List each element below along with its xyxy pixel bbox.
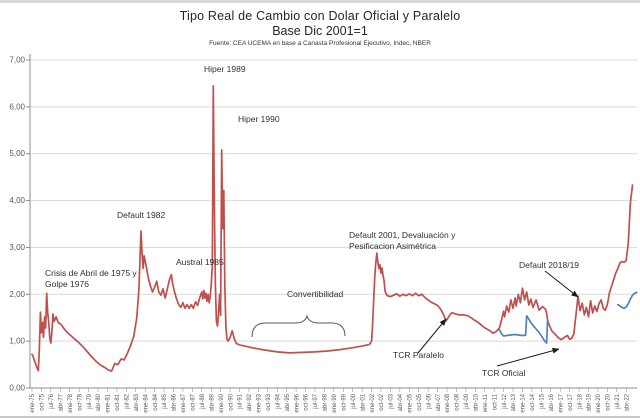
svg-text:oct-08: oct-08 — [455, 393, 461, 410]
chart-title: Tipo Real de Cambio con Dolar Oficial y … — [179, 9, 461, 23]
svg-text:abr-01: abr-01 — [360, 393, 366, 411]
svg-text:6,00: 6,00 — [9, 102, 25, 111]
annotation-tcr-paralelo: TCR Paralelo — [393, 350, 445, 360]
svg-text:jul-79: jul-79 — [87, 393, 93, 409]
svg-text:ene-78: ene-78 — [68, 393, 74, 412]
annotation-convertibilidad: Convertibilidad — [287, 289, 344, 299]
svg-text:jul-97: jul-97 — [313, 393, 319, 409]
svg-text:abr-80: abr-80 — [96, 393, 102, 411]
annotation-austral-1985: Austral 1985 — [176, 257, 224, 267]
svg-text:abr-07: abr-07 — [436, 393, 442, 411]
svg-text:abr-04: abr-04 — [398, 393, 404, 411]
tcr-paralelo-arrow — [417, 318, 447, 354]
svg-text:oct-20: oct-20 — [606, 393, 612, 410]
svg-text:abr-13: abr-13 — [511, 393, 517, 411]
annotation-hiper-1989: Hiper 1989 — [204, 64, 246, 74]
svg-text:oct-05: oct-05 — [417, 393, 423, 410]
svg-text:ene-05: ene-05 — [407, 393, 413, 412]
svg-text:ene-96: ene-96 — [294, 393, 300, 412]
svg-text:jul-09: jul-09 — [464, 393, 470, 409]
tcr-oficial-arrow — [496, 347, 560, 367]
chart-source: Fuente: CEA UCEMA en base a Canasta Prof… — [209, 40, 431, 47]
svg-text:oct-93: oct-93 — [266, 393, 272, 410]
svg-text:ene-08: ene-08 — [445, 393, 451, 412]
svg-text:jul-03: jul-03 — [389, 393, 395, 409]
svg-text:abr-22: abr-22 — [624, 393, 630, 411]
svg-text:abr-83: abr-83 — [134, 393, 140, 411]
svg-text:oct-17: oct-17 — [568, 393, 574, 410]
svg-text:oct-84: oct-84 — [153, 393, 159, 410]
chart-subtitle: Base Dic 2001=1 — [272, 24, 368, 38]
svg-text:7,00: 7,00 — [9, 56, 25, 65]
annotation-crisis-1975: Crisis de Abril de 1975 y Golpe 1976 — [45, 268, 137, 289]
svg-text:abr-16: abr-16 — [549, 393, 555, 411]
convertibilidad-brace — [251, 314, 346, 338]
svg-text:ene-20: ene-20 — [596, 393, 602, 412]
svg-text:oct-78: oct-78 — [77, 393, 83, 410]
svg-text:jul-91: jul-91 — [238, 393, 244, 409]
svg-text:oct-02: oct-02 — [379, 393, 385, 410]
svg-text:jul-18: jul-18 — [577, 393, 583, 409]
annotation-default-2001: Default 2001, Devaluación y Pesificacion… — [349, 230, 456, 251]
annotation-overlay — [251, 270, 579, 367]
svg-text:jul-15: jul-15 — [540, 393, 546, 409]
svg-text:abr-10: abr-10 — [474, 393, 480, 411]
svg-text:abr-19: abr-19 — [587, 393, 593, 411]
svg-text:oct-96: oct-96 — [304, 393, 310, 410]
svg-text:ene-99: ene-99 — [332, 393, 338, 412]
svg-text:jul-21: jul-21 — [615, 393, 621, 409]
svg-text:5,00: 5,00 — [9, 149, 25, 158]
svg-text:abr-89: abr-89 — [209, 393, 215, 411]
svg-text:ene-14: ene-14 — [521, 393, 527, 412]
svg-text:oct-99: oct-99 — [341, 393, 347, 410]
svg-text:ene-17: ene-17 — [558, 393, 564, 412]
svg-text:jul-82: jul-82 — [125, 393, 131, 409]
svg-text:ene-81: ene-81 — [106, 393, 112, 412]
svg-text:oct-90: oct-90 — [228, 393, 234, 410]
chart-header: Tipo Real de Cambio con Dolar Oficial y … — [0, 9, 640, 47]
annotation-hiper-1990: Hiper 1990 — [238, 114, 280, 124]
svg-text:0,00: 0,00 — [9, 384, 25, 393]
svg-text:1,00: 1,00 — [9, 337, 25, 346]
svg-text:ene-02: ene-02 — [370, 393, 376, 412]
svg-text:ene-75: ene-75 — [30, 393, 36, 412]
svg-text:oct-75: oct-75 — [40, 393, 46, 410]
svg-text:oct-14: oct-14 — [530, 393, 536, 410]
annotation-tcr-oficial: TCR Oficial — [482, 368, 526, 378]
svg-text:jul-88: jul-88 — [200, 393, 206, 409]
svg-text:ene-11: ene-11 — [483, 393, 489, 412]
svg-text:abr-92: abr-92 — [247, 393, 253, 411]
svg-text:4,00: 4,00 — [9, 196, 25, 205]
plot-svg: 0,00 1,00 2,00 3,00 4,00 5,00 6,00 7,00 ene-75 oc… — [9, 54, 638, 413]
svg-text:jul-12: jul-12 — [502, 393, 508, 409]
svg-text:abr-77: abr-77 — [58, 393, 64, 411]
svg-text:jul-85: jul-85 — [162, 393, 168, 409]
svg-text:ene-87: ene-87 — [181, 393, 187, 412]
svg-text:abr-98: abr-98 — [323, 393, 329, 411]
annotation-default-2018-19: Default 2018/19 — [519, 260, 580, 270]
default-2018-arrow — [544, 270, 579, 298]
svg-text:oct-87: oct-87 — [191, 393, 197, 410]
svg-text:jul-94: jul-94 — [275, 393, 281, 409]
svg-text:ene-90: ene-90 — [219, 393, 225, 412]
svg-text:oct-81: oct-81 — [115, 393, 121, 410]
svg-text:abr-95: abr-95 — [285, 393, 291, 411]
svg-text:3,00: 3,00 — [9, 243, 25, 252]
svg-text:ene-84: ene-84 — [143, 393, 149, 412]
annotation-default-1982: Default 1982 — [117, 210, 166, 220]
svg-text:jul-06: jul-06 — [426, 393, 432, 409]
svg-text:oct-11: oct-11 — [492, 393, 498, 410]
svg-text:2,00: 2,00 — [9, 290, 25, 299]
svg-text:jul-00: jul-00 — [351, 393, 357, 409]
svg-text:ene-93: ene-93 — [257, 393, 263, 412]
svg-text:abr-86: abr-86 — [172, 393, 178, 411]
svg-text:jul-76: jul-76 — [49, 393, 55, 409]
